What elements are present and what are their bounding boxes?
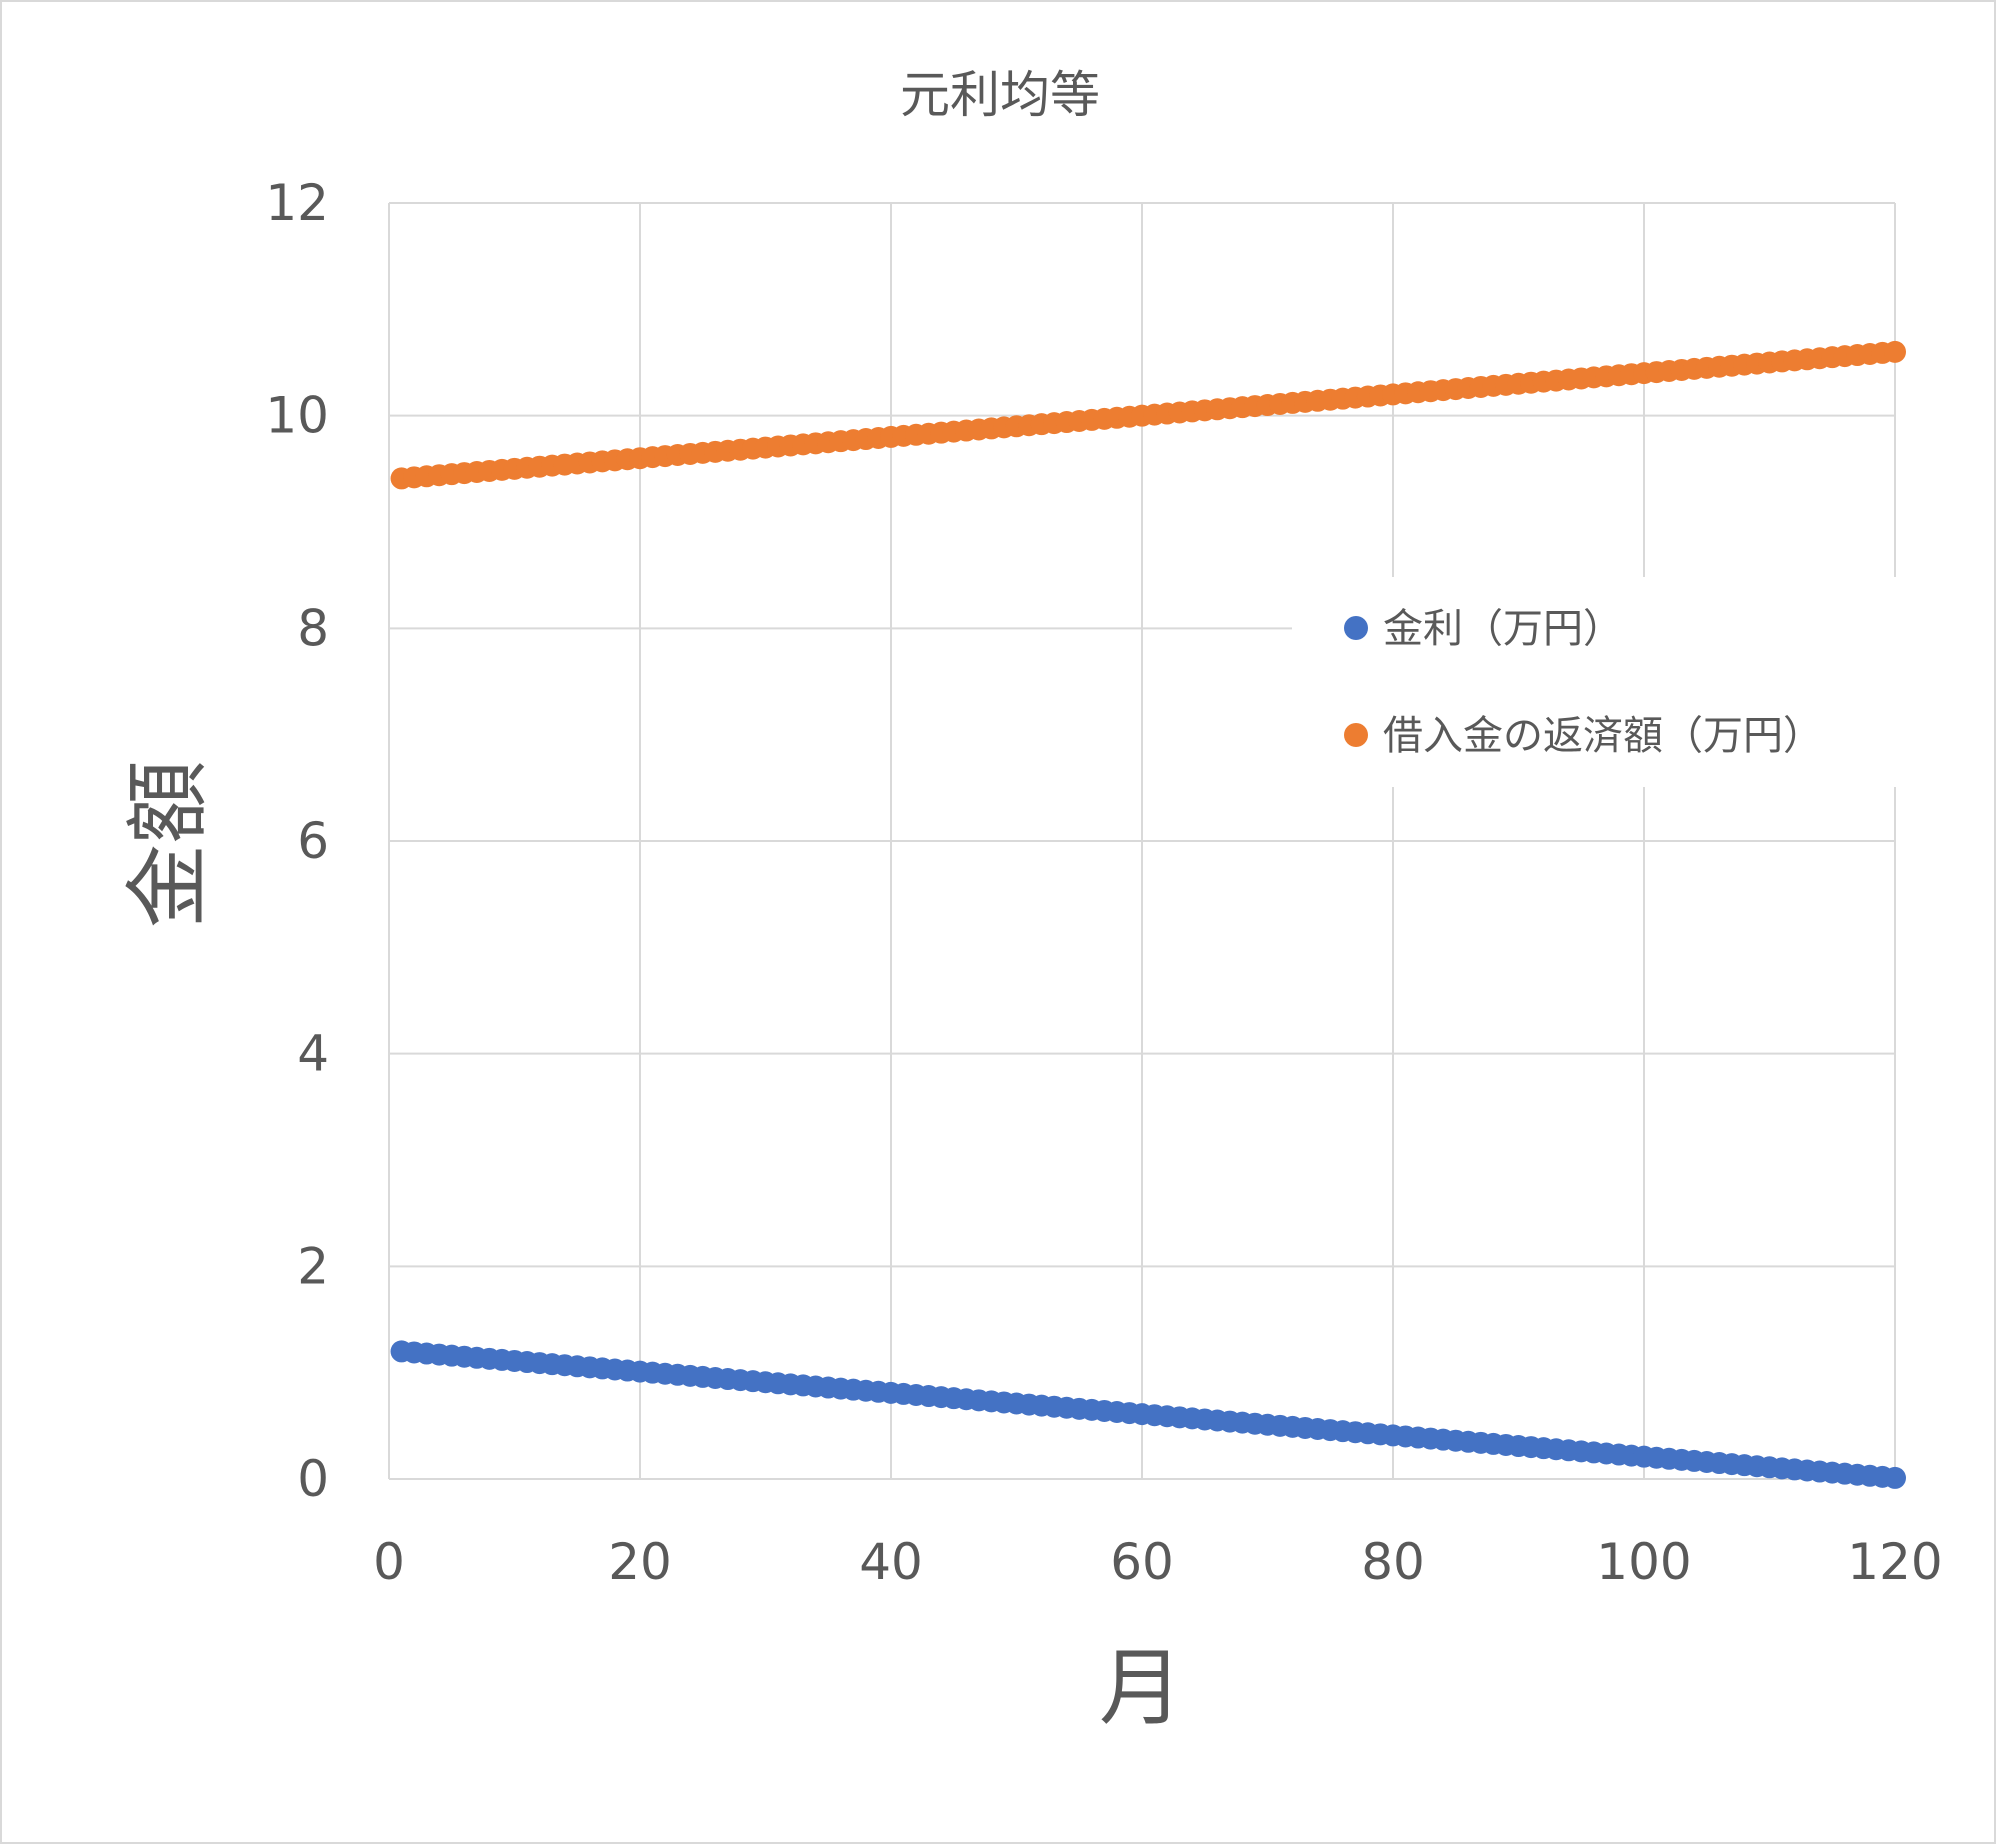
data-series	[390, 340, 1906, 1489]
series-interest	[390, 1340, 1906, 1489]
data-point	[1884, 340, 1906, 363]
y-tick-label: 8	[297, 599, 329, 657]
y-tick-label: 6	[297, 812, 329, 870]
x-axis-ticks: 0 20 40 60 80 100 120	[373, 1533, 1943, 1591]
y-axis-ticks: 0 2 4 6 8 10 12	[265, 174, 329, 1508]
y-tick-label: 4	[297, 1025, 329, 1083]
y-axis-title: 金額	[119, 760, 217, 928]
data-point	[1884, 1466, 1906, 1489]
legend-marker-interest	[1344, 616, 1368, 640]
x-tick-label: 100	[1596, 1533, 1691, 1591]
x-tick-label: 80	[1361, 1533, 1425, 1591]
legend-item-interest: 金利（万円）	[1344, 606, 1623, 652]
x-tick-label: 120	[1847, 1533, 1942, 1591]
x-tick-label: 60	[1110, 1533, 1174, 1591]
legend-label-interest: 金利（万円）	[1383, 606, 1623, 652]
legend: 金利（万円） 借入金の返済額（万円）	[1292, 577, 1927, 787]
y-tick-label: 12	[265, 174, 329, 232]
grid	[388, 202, 1896, 1480]
y-tick-label: 10	[265, 387, 329, 445]
legend-background	[1292, 577, 1927, 787]
legend-marker-repayment	[1344, 723, 1368, 747]
y-tick-label: 2	[297, 1237, 329, 1295]
x-tick-label: 40	[859, 1533, 923, 1591]
legend-label-repayment: 借入金の返済額（万円）	[1383, 713, 1823, 759]
x-tick-label: 20	[608, 1533, 672, 1591]
x-axis-title: 月	[1099, 1639, 1183, 1737]
chart-title: 元利均等	[900, 66, 1100, 124]
y-tick-label: 0	[297, 1450, 329, 1508]
legend-item-repayment: 借入金の返済額（万円）	[1344, 713, 1823, 759]
series-repayment	[390, 340, 1906, 490]
x-tick-label: 0	[373, 1533, 405, 1591]
